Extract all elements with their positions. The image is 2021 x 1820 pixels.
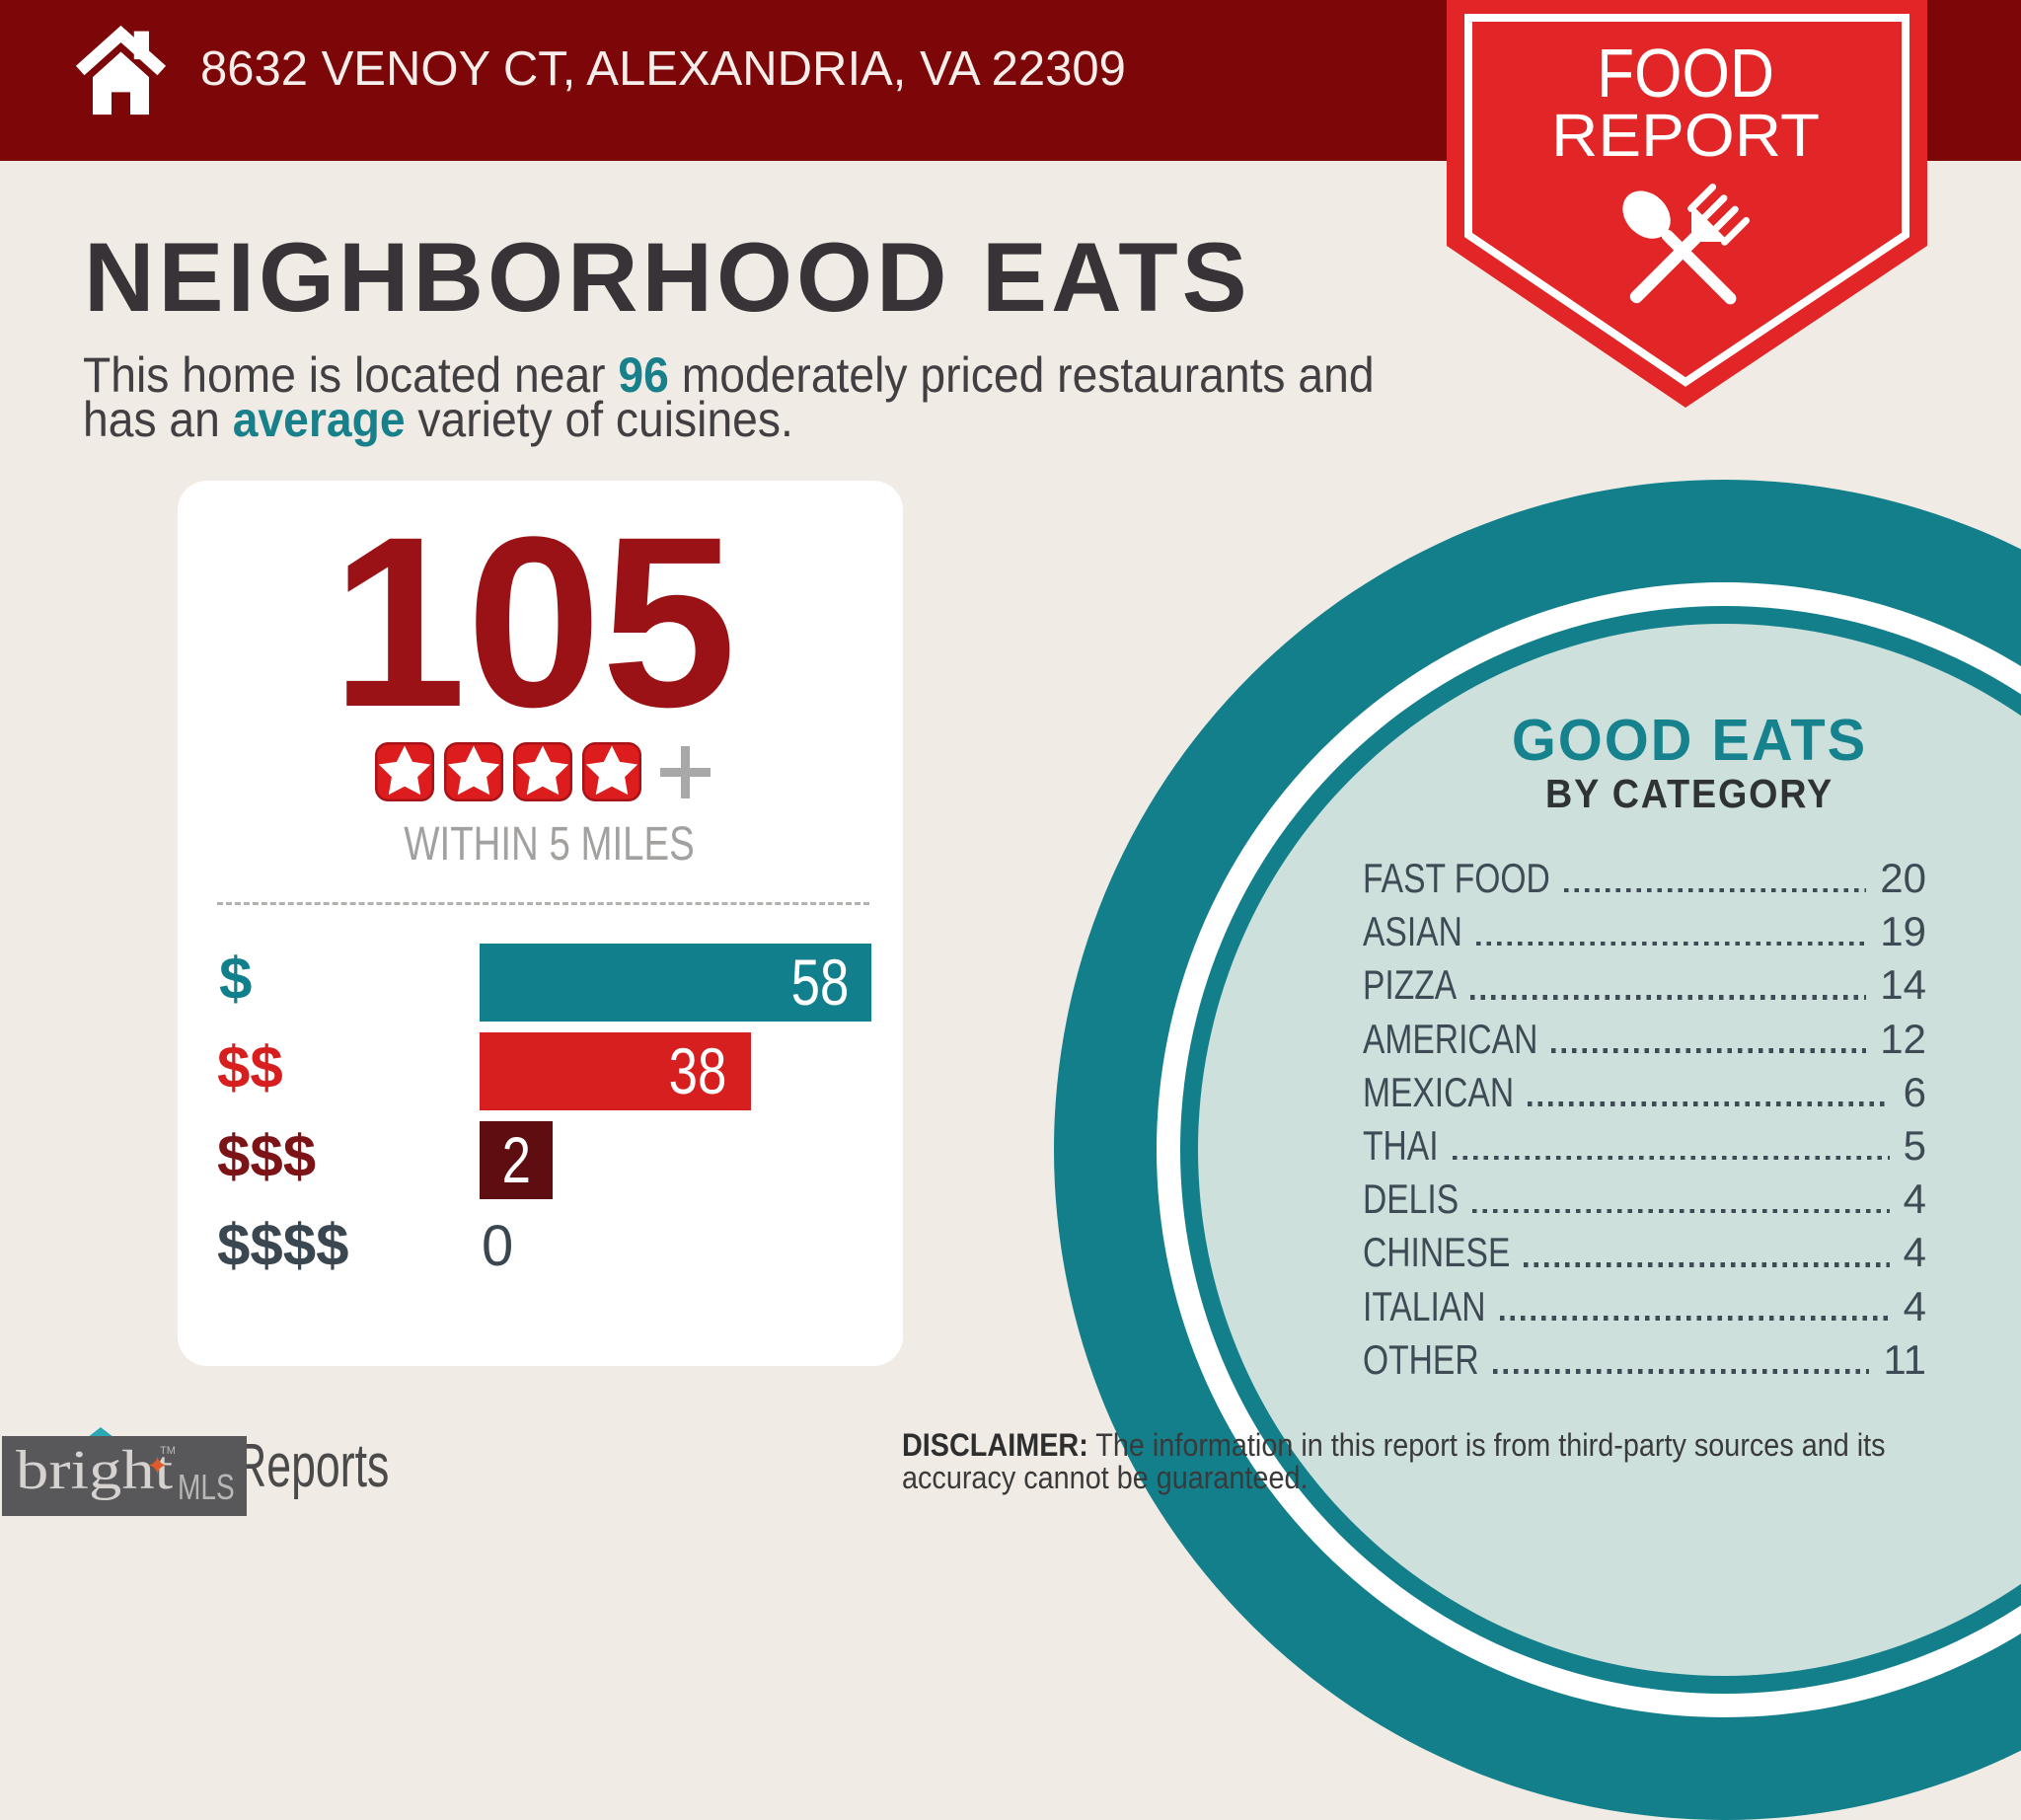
svg-text:FOOD: FOOD (1597, 35, 1774, 112)
svg-text:REPORT: REPORT (1551, 102, 1820, 169)
